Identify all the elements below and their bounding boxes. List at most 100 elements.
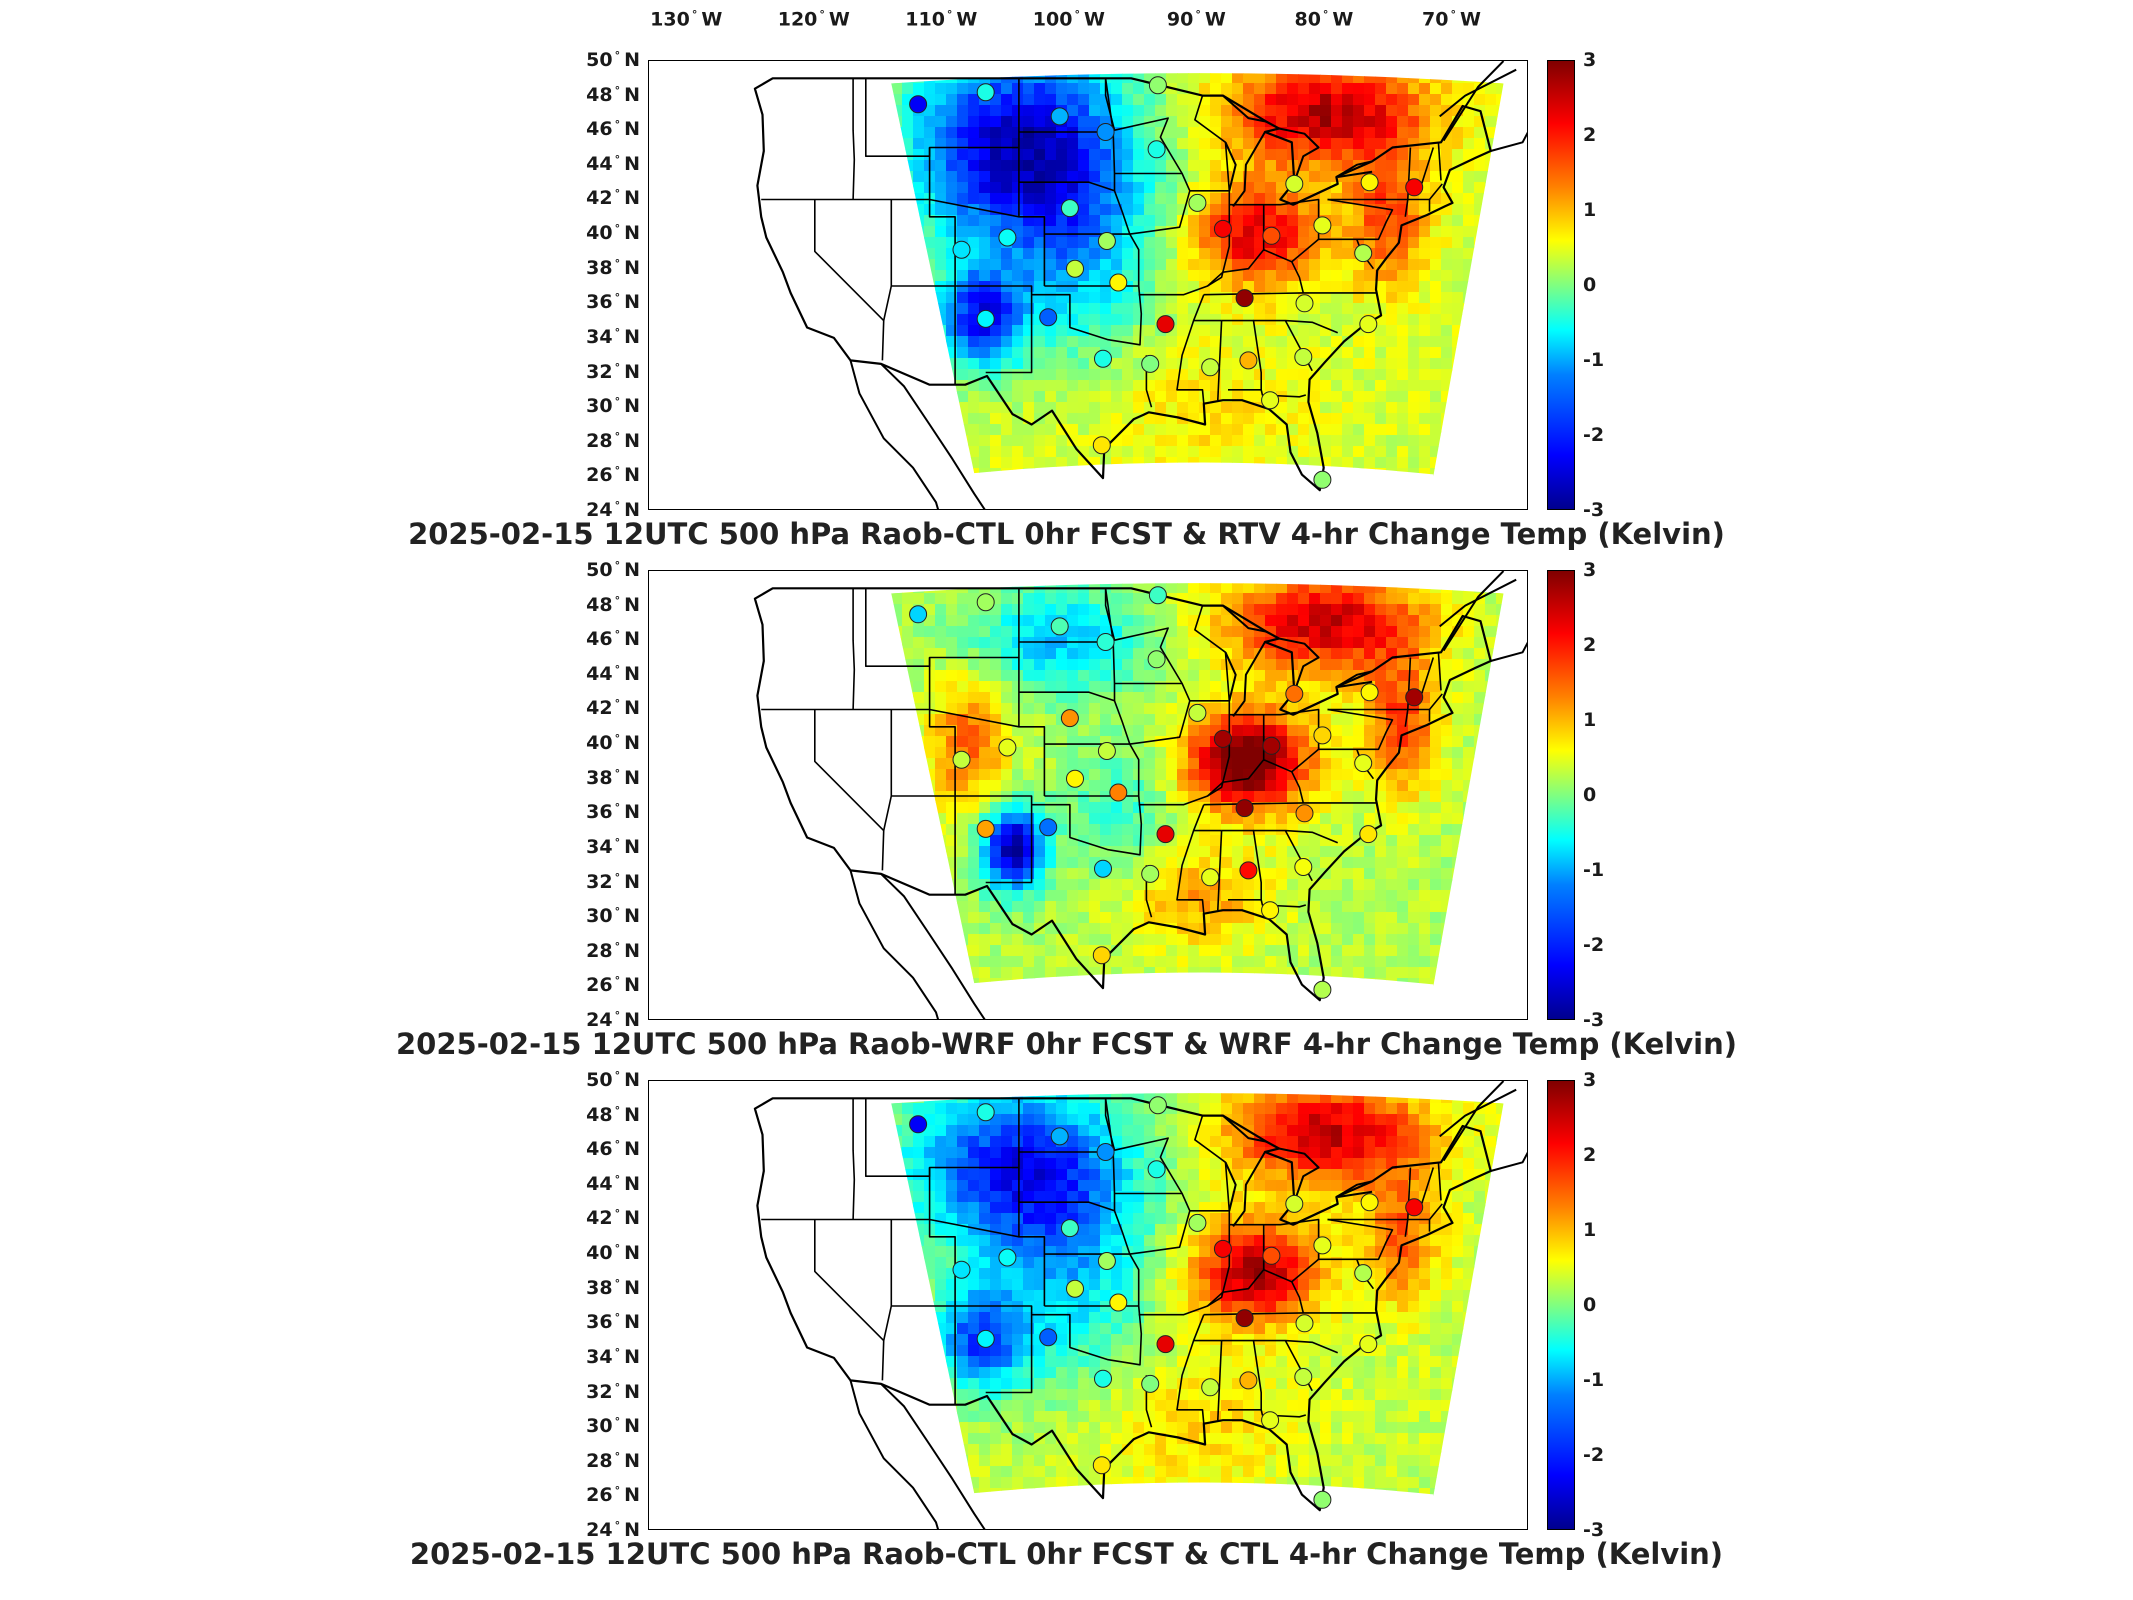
- raob-station-marker[interactable]: [998, 738, 1017, 757]
- raob-station-marker[interactable]: [1285, 684, 1304, 703]
- raob-station-marker[interactable]: [952, 750, 971, 769]
- raob-station-marker[interactable]: [1147, 140, 1166, 159]
- raob-station-marker[interactable]: [1156, 1335, 1175, 1354]
- raob-station-marker[interactable]: [1039, 818, 1058, 837]
- raob-station-marker[interactable]: [952, 240, 971, 259]
- raob-station-marker[interactable]: [1405, 178, 1424, 197]
- raob-station-marker[interactable]: [1201, 1378, 1220, 1397]
- raob-station-marker[interactable]: [1213, 729, 1232, 748]
- raob-station-marker[interactable]: [1094, 349, 1112, 368]
- raob-station-marker[interactable]: [1360, 683, 1379, 702]
- raob-station-marker[interactable]: [1092, 946, 1111, 965]
- raob-station-marker[interactable]: [1060, 199, 1079, 218]
- raob-station-marker[interactable]: [1188, 703, 1207, 722]
- raob-station-marker[interactable]: [909, 1115, 928, 1134]
- raob-station-marker[interactable]: [1097, 1252, 1116, 1270]
- raob-station-marker[interactable]: [1156, 825, 1175, 844]
- raob-station-marker[interactable]: [1359, 315, 1378, 334]
- raob-station-marker[interactable]: [1313, 980, 1332, 999]
- raob-station-marker[interactable]: [1294, 348, 1313, 366]
- raob-station-marker[interactable]: [1094, 1369, 1112, 1388]
- raob-station-marker[interactable]: [1360, 173, 1379, 192]
- raob-station-marker[interactable]: [1239, 861, 1258, 880]
- raob-station-marker[interactable]: [1295, 1314, 1314, 1333]
- raob-station-marker[interactable]: [1066, 1279, 1084, 1298]
- raob-station-marker[interactable]: [976, 593, 995, 612]
- raob-station-marker[interactable]: [1097, 232, 1116, 250]
- raob-station-marker[interactable]: [1094, 859, 1112, 878]
- raob-station-marker[interactable]: [1261, 901, 1280, 920]
- raob-station-marker[interactable]: [1295, 294, 1314, 313]
- raob-station-marker[interactable]: [1092, 436, 1111, 455]
- raob-station-marker[interactable]: [1147, 650, 1166, 669]
- raob-station-marker[interactable]: [1097, 742, 1116, 760]
- raob-station-marker[interactable]: [1285, 1194, 1304, 1213]
- raob-station-marker[interactable]: [909, 95, 928, 114]
- raob-station-marker[interactable]: [1261, 391, 1280, 410]
- raob-station-marker[interactable]: [909, 605, 928, 624]
- raob-station-marker[interactable]: [1109, 1293, 1128, 1312]
- raob-station-marker[interactable]: [1066, 259, 1084, 278]
- raob-station-marker[interactable]: [1313, 726, 1332, 745]
- raob-station-marker[interactable]: [1359, 825, 1378, 844]
- raob-station-marker[interactable]: [1096, 123, 1115, 141]
- raob-station-marker[interactable]: [1050, 107, 1069, 126]
- raob-station-marker[interactable]: [1235, 289, 1254, 308]
- raob-station-marker[interactable]: [1092, 1456, 1111, 1475]
- raob-station-marker[interactable]: [1109, 783, 1128, 802]
- raob-station-marker[interactable]: [1354, 244, 1373, 263]
- raob-station-marker[interactable]: [1141, 864, 1160, 883]
- raob-station-marker[interactable]: [1141, 1374, 1160, 1393]
- raob-station-marker[interactable]: [1261, 1411, 1280, 1430]
- raob-station-marker[interactable]: [1313, 1236, 1332, 1255]
- raob-station-marker[interactable]: [1148, 76, 1167, 95]
- raob-station-marker[interactable]: [1294, 858, 1313, 876]
- raob-station-marker[interactable]: [976, 1329, 995, 1348]
- raob-station-marker[interactable]: [1239, 351, 1258, 370]
- raob-station-marker[interactable]: [1405, 1198, 1424, 1217]
- raob-station-marker[interactable]: [1096, 633, 1115, 651]
- raob-station-marker[interactable]: [1354, 754, 1373, 773]
- raob-station-marker[interactable]: [1360, 1193, 1379, 1212]
- raob-station-marker[interactable]: [1262, 1246, 1281, 1265]
- raob-station-marker[interactable]: [1201, 358, 1220, 377]
- raob-station-marker[interactable]: [976, 309, 995, 328]
- raob-station-marker[interactable]: [1405, 688, 1424, 707]
- raob-station-marker[interactable]: [1313, 1490, 1332, 1509]
- raob-station-marker[interactable]: [1359, 1335, 1378, 1354]
- raob-station-marker[interactable]: [1262, 736, 1281, 755]
- raob-station-marker[interactable]: [1039, 1328, 1058, 1347]
- raob-station-marker[interactable]: [1188, 193, 1207, 212]
- map-frame[interactable]: [648, 1080, 1528, 1530]
- raob-station-marker[interactable]: [1354, 1264, 1373, 1283]
- raob-station-marker[interactable]: [1313, 216, 1332, 235]
- raob-station-marker[interactable]: [1295, 804, 1314, 823]
- raob-station-marker[interactable]: [1066, 769, 1084, 788]
- raob-station-marker[interactable]: [1050, 1127, 1069, 1146]
- raob-station-marker[interactable]: [1050, 617, 1069, 636]
- raob-station-marker[interactable]: [1141, 354, 1160, 373]
- raob-station-marker[interactable]: [1060, 1219, 1079, 1238]
- raob-station-marker[interactable]: [1213, 219, 1232, 238]
- raob-station-marker[interactable]: [1213, 1239, 1232, 1258]
- raob-station-marker[interactable]: [1188, 1213, 1207, 1232]
- raob-station-marker[interactable]: [1235, 1309, 1254, 1328]
- raob-station-marker[interactable]: [976, 83, 995, 102]
- raob-station-marker[interactable]: [1148, 586, 1167, 605]
- raob-station-marker[interactable]: [1148, 1096, 1167, 1115]
- raob-station-marker[interactable]: [1156, 315, 1175, 334]
- map-frame[interactable]: [648, 60, 1528, 510]
- raob-station-marker[interactable]: [1294, 1368, 1313, 1386]
- raob-station-marker[interactable]: [976, 819, 995, 838]
- raob-station-marker[interactable]: [1239, 1371, 1258, 1390]
- raob-station-marker[interactable]: [998, 1248, 1017, 1267]
- raob-station-marker[interactable]: [1060, 709, 1079, 728]
- raob-station-marker[interactable]: [952, 1260, 971, 1279]
- raob-station-marker[interactable]: [976, 1103, 995, 1122]
- raob-station-marker[interactable]: [1201, 868, 1220, 887]
- raob-station-marker[interactable]: [998, 228, 1017, 247]
- raob-station-marker[interactable]: [1109, 273, 1128, 292]
- map-frame[interactable]: [648, 570, 1528, 1020]
- raob-station-marker[interactable]: [1147, 1160, 1166, 1179]
- raob-station-marker[interactable]: [1235, 799, 1254, 818]
